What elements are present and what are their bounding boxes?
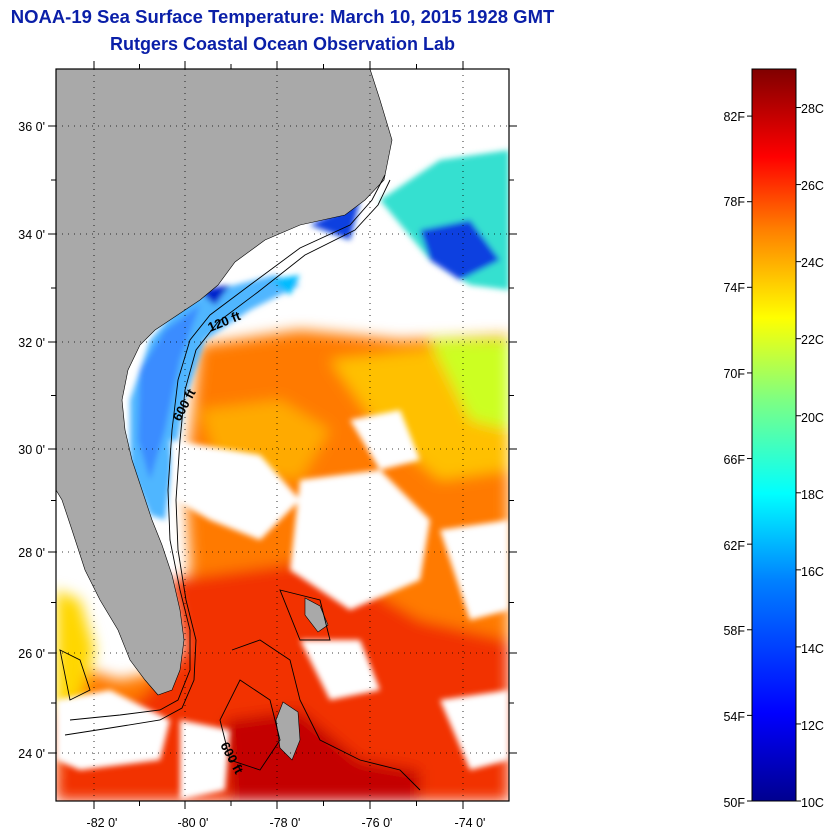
- fahrenheit-label: 74F: [723, 281, 745, 295]
- fahrenheit-label: 58F: [723, 624, 745, 638]
- fahrenheit-label: 78F: [723, 195, 745, 209]
- bahamas-island: [275, 701, 301, 761]
- fahrenheit-label: 70F: [723, 367, 745, 381]
- celsius-label: 14C: [801, 642, 824, 656]
- map-subtitle: Rutgers Coastal Ocean Observation Lab: [109, 34, 456, 54]
- color-bar-ticks: [747, 107, 801, 802]
- fahrenheit-label: 54F: [723, 710, 745, 724]
- celsius-label: 28C: [801, 102, 824, 116]
- lat-tick-label: 24 0': [18, 747, 45, 761]
- lon-tick-label: -78 0': [270, 816, 301, 830]
- axis-ticks: [48, 61, 517, 809]
- lat-tick-label: 32 0': [18, 336, 45, 350]
- color-bar: 50F 54F 58F 62F 66F 70F 74F 78F 82F 10C …: [723, 68, 824, 810]
- land-mass: [56, 69, 393, 696]
- celsius-label: 26C: [801, 179, 824, 193]
- lat-tick-label: 28 0': [18, 546, 45, 560]
- lat-tick-label: 30 0': [18, 443, 45, 457]
- celsius-label: 16C: [801, 565, 824, 579]
- fahrenheit-scale: 50F 54F 58F 62F 66F 70F 74F 78F 82F: [723, 110, 745, 810]
- fahrenheit-label: 62F: [723, 539, 745, 553]
- map-grid: [56, 69, 509, 801]
- map-panel: [56, 69, 509, 801]
- celsius-label: 10C: [801, 796, 824, 810]
- sst-field: [56, 150, 509, 801]
- celsius-scale: 10C 12C 14C 16C 18C 20C 22C 24C 26C 28C: [801, 102, 824, 810]
- celsius-label: 20C: [801, 411, 824, 425]
- lon-tick-label: -80 0': [178, 816, 209, 830]
- bahamas-island: [304, 597, 329, 633]
- lat-tick-label: 26 0': [18, 647, 45, 661]
- color-bar-gradient: [751, 68, 797, 802]
- lat-tick-label: 34 0': [18, 228, 45, 242]
- lon-tick-label: -82 0': [87, 816, 118, 830]
- lon-tick-label: -76 0': [362, 816, 393, 830]
- celsius-label: 22C: [801, 333, 824, 347]
- celsius-label: 18C: [801, 488, 824, 502]
- map-title: NOAA-19 Sea Surface Temperature: March 1…: [10, 6, 555, 27]
- celsius-label: 24C: [801, 256, 824, 270]
- lat-tick-label: 36 0': [18, 120, 45, 134]
- fahrenheit-label: 82F: [723, 110, 745, 124]
- fahrenheit-label: 50F: [723, 796, 745, 810]
- lon-tick-label: -74 0': [455, 816, 486, 830]
- latitude-axis: 36 0' 34 0' 32 0' 30 0' 28 0' 26 0' 24 0…: [18, 120, 45, 761]
- celsius-label: 12C: [801, 719, 824, 733]
- longitude-axis: -82 0' -80 0' -78 0' -76 0' -74 0': [87, 816, 486, 830]
- map-frame: [55, 68, 510, 802]
- fahrenheit-label: 66F: [723, 453, 745, 467]
- bathymetry-contours: [59, 174, 421, 791]
